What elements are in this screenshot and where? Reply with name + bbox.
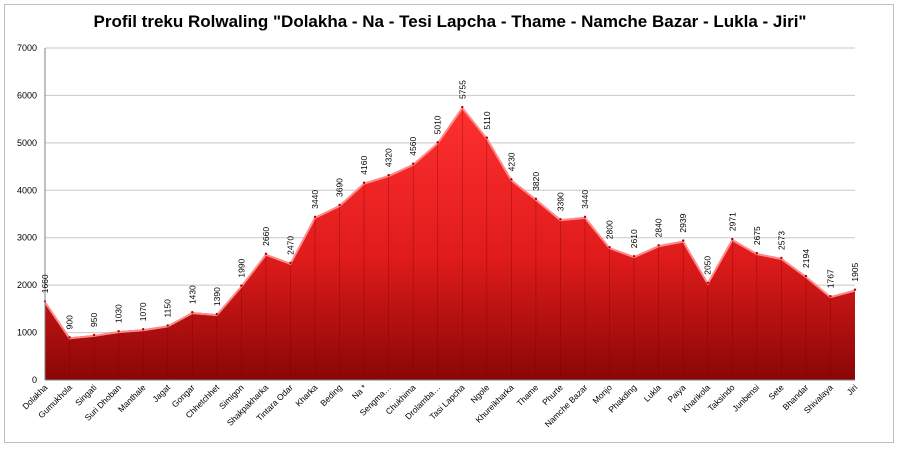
y-tick-label-6000: 6000 xyxy=(17,90,37,100)
data-point-26 xyxy=(681,239,685,242)
data-label-14: 4320 xyxy=(384,148,394,167)
data-label-5: 1150 xyxy=(163,299,173,318)
data-label-13: 4160 xyxy=(359,156,369,175)
x-category-label-33: Jiri xyxy=(845,382,860,397)
data-point-15 xyxy=(411,162,415,165)
data-label-21: 3390 xyxy=(555,192,565,211)
data-point-2 xyxy=(92,333,96,337)
data-point-18 xyxy=(485,136,489,139)
data-point-11 xyxy=(313,215,317,219)
data-label-16: 5010 xyxy=(433,115,443,134)
data-label-23: 2800 xyxy=(605,220,615,239)
data-point-16 xyxy=(436,141,439,144)
y-tick-label-3000: 3000 xyxy=(17,233,37,243)
x-category-label-30: Sete xyxy=(766,382,786,402)
data-point-8 xyxy=(240,284,243,287)
data-point-6 xyxy=(191,310,194,314)
y-tick-label-1000: 1000 xyxy=(17,328,37,338)
y-tick-label-4000: 4000 xyxy=(17,185,37,195)
data-label-22: 3440 xyxy=(580,190,590,209)
data-point-5 xyxy=(166,324,169,327)
data-label-11: 3440 xyxy=(310,190,320,209)
data-point-17 xyxy=(461,105,464,109)
data-point-21 xyxy=(559,218,562,221)
data-label-30: 2573 xyxy=(776,231,786,250)
data-point-32 xyxy=(829,294,832,298)
data-label-28: 2971 xyxy=(727,212,737,231)
data-point-12 xyxy=(338,203,341,207)
elevation-line xyxy=(44,106,856,340)
data-point-23 xyxy=(608,246,611,249)
x-category-label-5: Jagat xyxy=(150,382,172,404)
x-category-label-18: Ngole xyxy=(468,382,491,405)
x-category-label-26: Paiya xyxy=(665,382,687,404)
data-point-14 xyxy=(387,173,390,177)
data-label-17: 5755 xyxy=(457,80,467,99)
data-label-29: 2675 xyxy=(752,226,762,245)
data-label-3: 1030 xyxy=(114,304,124,323)
x-category-label-25: Lukla xyxy=(642,382,664,404)
data-point-31 xyxy=(804,274,808,278)
x-category-label-13: Na * xyxy=(350,382,369,401)
data-point-4 xyxy=(141,328,145,331)
data-label-7: 1390 xyxy=(212,287,222,306)
data-point-13 xyxy=(362,181,366,184)
data-point-27 xyxy=(706,281,709,284)
x-category-label-29: Junbensi xyxy=(730,382,761,413)
data-label-1: 900 xyxy=(65,315,75,329)
x-category-label-20: Thame xyxy=(515,382,541,408)
data-label-33: 1905 xyxy=(850,262,860,281)
data-label-31: 2194 xyxy=(801,249,811,268)
data-point-22 xyxy=(583,215,587,219)
data-point-28 xyxy=(731,237,734,241)
data-point-19 xyxy=(510,178,513,181)
data-label-0: 1660 xyxy=(40,274,50,293)
data-label-4: 1070 xyxy=(138,302,148,321)
data-label-24: 2610 xyxy=(629,229,639,248)
data-point-9 xyxy=(264,252,268,256)
data-point-24 xyxy=(632,255,636,258)
data-point-30 xyxy=(780,256,783,260)
x-category-label-4: Manthale xyxy=(116,382,148,414)
data-label-10: 2470 xyxy=(285,236,295,255)
data-label-32: 1767 xyxy=(825,269,835,288)
data-label-18: 5110 xyxy=(482,111,492,130)
y-tick-label-7000: 7000 xyxy=(17,43,37,53)
data-label-27: 2050 xyxy=(703,256,713,275)
data-label-12: 3690 xyxy=(335,178,345,197)
data-point-29 xyxy=(755,251,759,255)
data-label-19: 4230 xyxy=(506,152,516,171)
data-label-9: 2660 xyxy=(261,227,271,246)
data-point-10 xyxy=(289,261,292,265)
y-tick-label-0: 0 xyxy=(32,375,37,385)
data-label-6: 1430 xyxy=(187,285,197,304)
data-label-8: 1990 xyxy=(236,258,246,277)
chart-title: Profil treku Rolwaling "Dolakha - Na - T… xyxy=(93,12,807,31)
x-category-label-12: Beding xyxy=(318,382,344,408)
data-point-25 xyxy=(657,244,660,247)
data-label-26: 2939 xyxy=(678,213,688,232)
data-point-33 xyxy=(853,288,857,291)
x-category-label-11: Kharka xyxy=(293,382,319,408)
data-label-15: 4560 xyxy=(408,137,418,156)
data-point-1 xyxy=(68,336,71,339)
data-point-3 xyxy=(117,329,120,333)
y-tick-label-2000: 2000 xyxy=(17,280,37,290)
elevation-area xyxy=(45,107,855,380)
data-point-20 xyxy=(534,197,538,201)
data-label-20: 3820 xyxy=(531,172,541,191)
y-tick-label-5000: 5000 xyxy=(17,138,37,148)
data-label-2: 950 xyxy=(89,312,99,326)
data-label-25: 2840 xyxy=(654,218,664,237)
data-point-7 xyxy=(215,312,219,316)
